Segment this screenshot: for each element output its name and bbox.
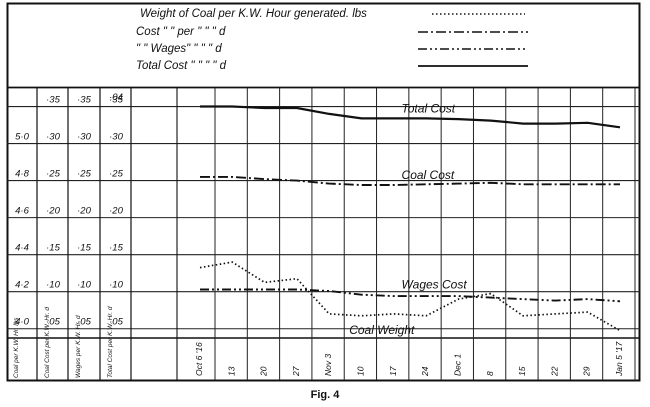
axis-tick-label: 4·2 [15,280,29,291]
axis-tick-label: 4·6 [15,206,29,217]
series-lines [199,105,621,332]
legend-label-wages: " " Wages" " " " d [136,43,222,55]
axis-tick-label: ·15 [109,243,123,254]
axis-tick-label: ·20 [77,206,91,217]
x-tick-label: 17 [388,366,398,376]
axis-tick-label: ·15 [77,243,91,254]
x-tick-label: 20 [259,366,269,377]
legend-label-coal-weight: Weight of Coal per K.W. Hour generated. … [140,8,367,20]
series-label: Coal Weight [349,323,415,337]
x-tick-label: Nov 3 [323,354,333,376]
axis-tick-label: 4·0 [15,317,29,328]
axis-tick-label: 4·4 [15,243,29,254]
legend: Weight of Coal per K.W. Hour generated. … [136,8,528,72]
axis-headers: Coal per K.W. Hr. lbs Coal Cost per K.W. … [13,306,114,378]
x-tick-label: Dec 1 [452,354,462,376]
axis-header: Coal Cost per K.W. Hr. d [44,307,51,378]
series-labels: Total Cost Coal Cost Wages Cost Coal Weight [349,101,467,337]
series-line-coal-weight [199,261,621,332]
series-label: Total Cost [402,101,456,115]
x-tick-label: 24 [420,366,430,377]
legend-label-total-cost: Total Cost " " " " d [136,60,227,72]
x-tick-label: 27 [291,366,301,377]
axis-header: Coal per K.W. Hr. lbs [13,317,20,378]
axis-tick-label: ·20 [46,206,60,217]
axis-tick-label: ·10 [46,280,60,291]
series-line-wages-cost [200,288,621,303]
x-tick-label: 10 [356,366,366,376]
axis-tick-label: ·25 [109,169,123,180]
axis-tick-label: ·20 [109,206,123,217]
axis-tick-label: ·30 [77,132,91,143]
x-tick-label: Jan 5 '17 [614,341,624,377]
axis-tick-label: ·25 [46,169,60,180]
grid [7,88,640,380]
axis-tick-label: ·35 [77,95,91,106]
x-tick-label: 22 [549,366,559,377]
axis-tick-label: ·30 [46,132,60,143]
chart-frame [6,2,641,382]
x-tick-label: 15 [517,366,527,376]
axis-tick-label: ·05 [46,317,60,328]
axis-header: Wages per K.W. Hr. d [75,315,82,378]
series-line-total-cost [200,105,621,129]
figure-caption: Fig. 4 [311,389,341,401]
axis-tick-label: ·25 [77,169,91,180]
axis-tick-label: ·10 [109,280,123,291]
axis-tick-label: ·04 [109,92,123,103]
axis-tick-label: 5·0 [15,132,29,143]
series-label: Wages Cost [402,278,468,292]
axis-tick-label: ·05 [77,317,91,328]
axis-header: Total Cost per K.W. Hr. d [107,306,114,378]
x-tick-label: 13 [226,366,236,376]
axis-tick-label: 4·8 [15,169,29,180]
axis-tick-label: ·15 [46,243,60,254]
legend-label-coal-cost: Cost " " per " " " d [136,26,226,38]
axis-tick-labels: 4·04·24·44·64·85·0·05·10·15·20·25·30·35·… [15,92,123,328]
x-tick-label: 29 [582,366,592,377]
x-axis-labels: Oct 6 '16 13 20 27 Nov 3 10 17 24 Dec 1 8 15 22 29 Ja… [194,341,624,377]
axis-tick-label: ·30 [109,132,123,143]
series-line-coal-cost [200,175,620,186]
axis-tick-label: ·35 [109,95,123,106]
axis-tick-label: ·05 [109,317,123,328]
axis-tick-label: ·10 [77,280,91,291]
x-tick-label: Oct 6 '16 [194,342,204,376]
x-tick-label: 8 [485,371,495,376]
axis-tick-label: ·35 [46,95,60,106]
series-label: Coal Cost [402,168,455,182]
